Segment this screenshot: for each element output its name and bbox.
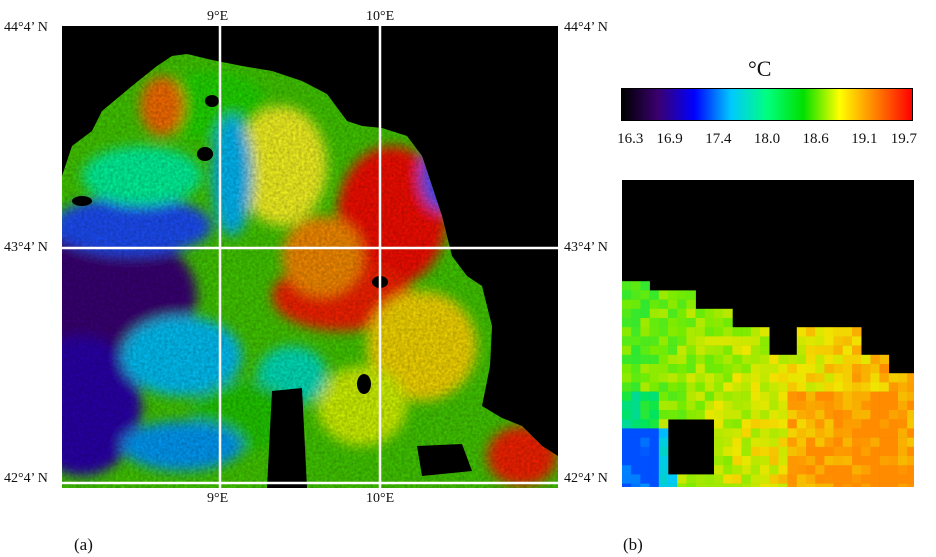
colorbar-tick-label: 16.3	[617, 131, 644, 147]
lat-label-bottom-left: 42°4’ N	[4, 471, 48, 486]
lon-label-bottom-10e: 10°E	[366, 491, 395, 506]
colorbar-tick-label: 17.4	[705, 131, 732, 147]
colorbar-tick-label: 18.0	[753, 131, 781, 147]
lon-label-top-9e: 9°E	[207, 9, 229, 24]
sst-map-main	[62, 26, 558, 488]
colorbar-tick-label: 18.6	[802, 131, 829, 147]
colorbar-unit: °C	[748, 56, 772, 81]
lon-label-top-10e: 10°E	[366, 9, 395, 24]
panel-label-b: (b)	[623, 535, 643, 554]
sst-map-zoom	[622, 180, 914, 487]
lat-label-bottom-right: 42°4’ N	[564, 471, 608, 486]
lat-label-top-right: 44°4’ N	[564, 20, 608, 35]
colorbar-tick-label: 19.7	[890, 131, 917, 147]
panel-label-a: (a)	[74, 535, 93, 554]
colorbar-tick-label: 19.1	[851, 131, 878, 147]
lat-label-mid-right: 43°4’ N	[564, 240, 608, 255]
colorbar-tick-label: 16.9	[656, 131, 683, 147]
lat-label-mid-left: 43°4’ N	[4, 240, 48, 255]
colorbar	[621, 88, 913, 121]
lat-label-top-left: 44°4’ N	[4, 20, 48, 35]
lon-label-bottom-9e: 9°E	[207, 491, 229, 506]
